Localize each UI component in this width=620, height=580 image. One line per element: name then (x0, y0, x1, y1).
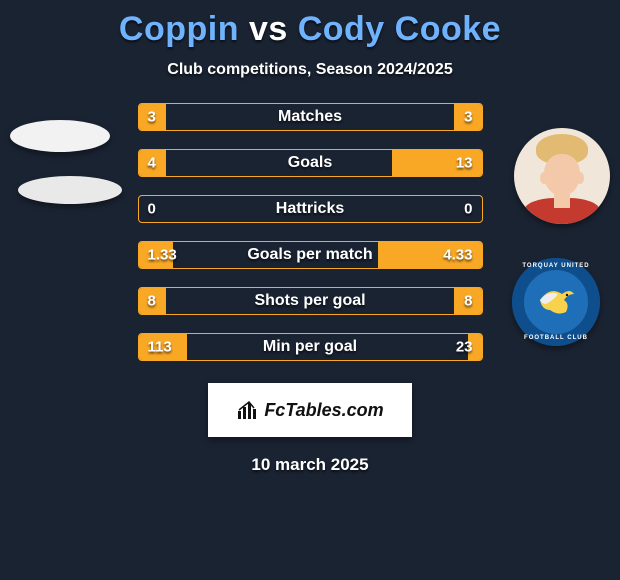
stat-bar: 1.33 4.33 Goals per match (138, 241, 483, 269)
stat-value-right: 4.33 (443, 247, 472, 264)
page-title: Coppin vs Cody Cooke (0, 0, 620, 49)
subtitle: Club competitions, Season 2024/2025 (0, 61, 620, 79)
stat-label: Matches (278, 108, 342, 126)
stat-bar: 113 23 Min per goal (138, 333, 483, 361)
stat-bar: 0 0 Hattricks (138, 195, 483, 223)
stat-value-right: 8 (464, 293, 472, 310)
stat-value-right: 0 (464, 201, 472, 218)
date-label: 10 march 2025 (0, 455, 620, 475)
stat-label: Goals per match (247, 246, 372, 264)
fctables-logo-icon (236, 399, 258, 421)
stat-value-left: 8 (148, 293, 156, 310)
player-left-avatar-placeholder-icon (10, 120, 110, 152)
stat-value-left: 3 (148, 109, 156, 126)
stat-label: Goals (288, 154, 332, 172)
stat-value-left: 1.33 (148, 247, 177, 264)
stat-value-right: 23 (456, 339, 473, 356)
stat-label: Shots per goal (254, 292, 365, 310)
badge-top-text: TORQUAY UNITED (522, 263, 589, 269)
watermark-text: FcTables.com (264, 400, 383, 421)
badge-bottom-text: FOOTBALL CLUB (524, 335, 588, 341)
stat-bar: 8 8 Shots per goal (138, 287, 483, 315)
stat-value-left: 4 (148, 155, 156, 172)
club-left-badge-placeholder-icon (18, 176, 122, 204)
stat-value-right: 3 (464, 109, 472, 126)
stat-value-left: 0 (148, 201, 156, 218)
stat-bar: 4 13 Goals (138, 149, 483, 177)
watermark-box: FcTables.com (208, 383, 412, 437)
stat-value-right: 13 (456, 155, 473, 172)
seagull-icon (534, 280, 578, 324)
stat-value-left: 113 (148, 339, 172, 356)
stat-label: Min per goal (263, 338, 357, 356)
title-left-name: Coppin (119, 10, 239, 48)
title-vs: vs (249, 10, 298, 48)
player-right-avatar-icon (514, 128, 610, 224)
club-right-badge-icon: TORQUAY UNITED FOOTBALL CLUB (512, 258, 600, 346)
title-right-name: Cody Cooke (298, 10, 501, 48)
stat-bar: 3 3 Matches (138, 103, 483, 131)
stat-label: Hattricks (276, 200, 344, 218)
